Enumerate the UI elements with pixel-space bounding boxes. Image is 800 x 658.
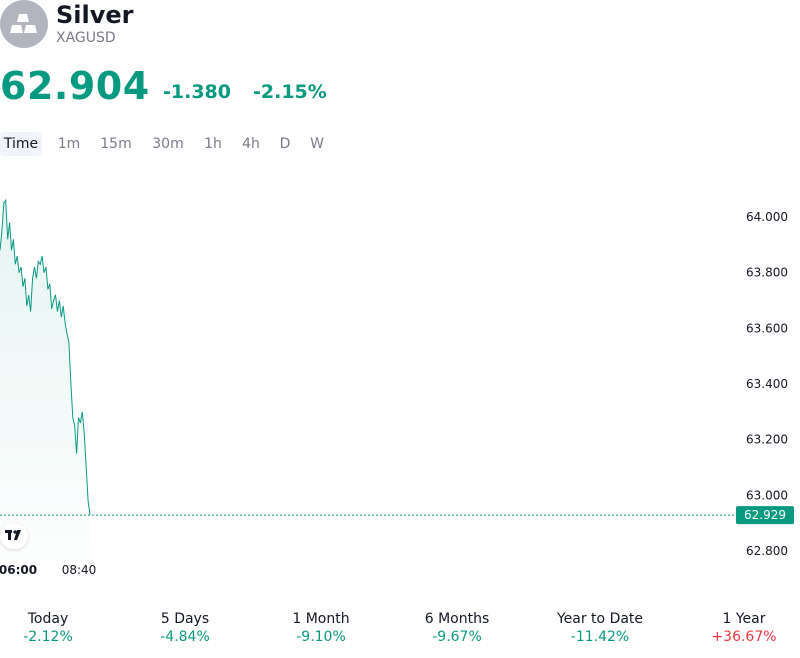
tab-4h[interactable]: 4h bbox=[242, 136, 260, 152]
x-tick-label: 06:00 bbox=[0, 563, 37, 577]
tab-30m[interactable]: 30m bbox=[152, 136, 184, 152]
perf-value: -2.12% bbox=[23, 629, 73, 645]
perf-label: Today bbox=[27, 611, 69, 627]
x-axis: 06:00 08:40 bbox=[0, 563, 96, 577]
last-price-axis-label: 62.929 bbox=[744, 508, 786, 522]
last-price-tag: 62.929 bbox=[736, 506, 794, 525]
perf-year-to-date[interactable]: Year to Date -11.42% bbox=[535, 610, 665, 646]
price-chart[interactable]: 64.000 63.800 63.600 63.400 63.200 63.000 62.8… bbox=[0, 180, 800, 580]
tab-d[interactable]: D bbox=[279, 136, 291, 152]
perf-label: Year to Date bbox=[556, 611, 644, 627]
price-area bbox=[0, 200, 90, 561]
price-change: -1.380 bbox=[163, 81, 231, 103]
y-tick-label: 64.000 bbox=[746, 210, 788, 224]
performance-bar: Today -2.12% 5 Days -4.84% 1 Month -9.10… bbox=[0, 610, 800, 650]
tab-1m[interactable]: 1m bbox=[57, 136, 81, 152]
y-tick-label: 63.400 bbox=[746, 377, 788, 391]
tab-time[interactable]: Time bbox=[0, 132, 42, 156]
perf-value: -9.67% bbox=[432, 629, 482, 645]
x-tick-label: 08:40 bbox=[62, 563, 97, 577]
y-tick-label: 63.600 bbox=[746, 321, 788, 335]
perf-today[interactable]: Today -2.12% bbox=[0, 610, 113, 646]
y-tick-label: 63.000 bbox=[746, 488, 788, 502]
tab-w[interactable]: W bbox=[310, 136, 324, 152]
y-tick-label: 62.800 bbox=[746, 544, 788, 558]
perf-label: 6 Months bbox=[424, 611, 490, 627]
perf-value: -4.84% bbox=[160, 629, 210, 645]
perf-1-month[interactable]: 1 Month -9.10% bbox=[256, 610, 386, 646]
perf-value: -11.42% bbox=[570, 629, 630, 645]
silver-bars-icon bbox=[0, 0, 48, 48]
perf-label: 5 Days bbox=[160, 611, 210, 627]
perf-5-days[interactable]: 5 Days -4.84% bbox=[120, 610, 250, 646]
symbol-title: Silver bbox=[56, 1, 134, 29]
symbol-ticker: XAGUSD bbox=[56, 30, 116, 46]
price-change-percent: -2.15% bbox=[253, 81, 327, 103]
perf-label: 1 Month bbox=[292, 611, 350, 627]
perf-label: 1 Year bbox=[722, 611, 766, 627]
y-tick-label: 63.800 bbox=[746, 266, 788, 280]
tab-1h[interactable]: 1h bbox=[204, 136, 222, 152]
y-axis: 64.000 63.800 63.600 63.400 63.200 63.000 62.8… bbox=[746, 210, 788, 558]
last-price: 62.904 bbox=[0, 64, 150, 108]
tradingview-logo-icon[interactable] bbox=[0, 523, 28, 549]
tab-15m[interactable]: 15m bbox=[100, 136, 132, 152]
perf-value: -9.10% bbox=[296, 629, 346, 645]
perf-value: +36.67% bbox=[711, 629, 777, 645]
price-line bbox=[0, 198, 91, 516]
perf-1-year[interactable]: 1 Year +36.67% bbox=[679, 610, 800, 646]
perf-6-months[interactable]: 6 Months -9.67% bbox=[392, 610, 522, 646]
y-tick-label: 63.200 bbox=[746, 433, 788, 447]
